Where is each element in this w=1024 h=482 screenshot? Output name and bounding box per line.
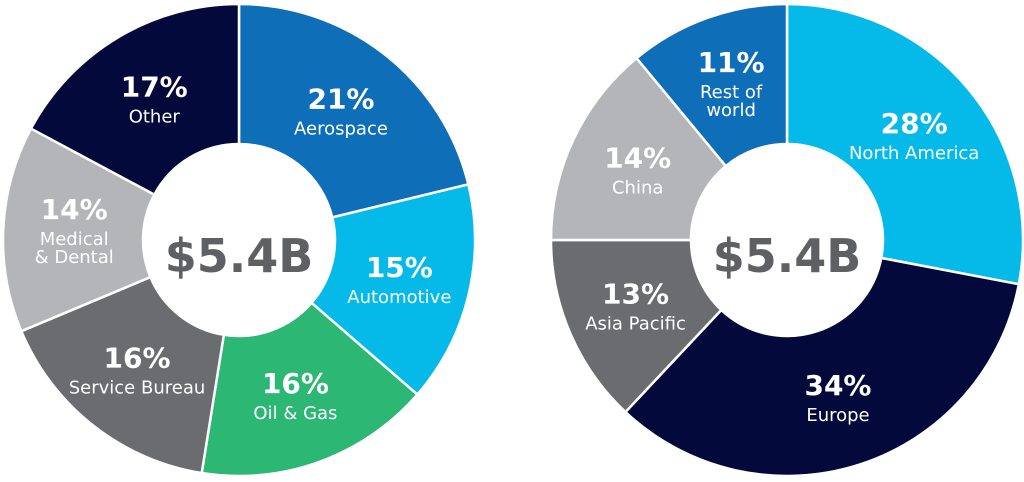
slice-percent-label: 34% xyxy=(804,369,871,402)
slice-category-label: Asia Pacific xyxy=(585,314,686,335)
slice-category-label: world xyxy=(706,100,756,121)
slice-percent-label: 16% xyxy=(262,367,329,400)
slice-percent-label: 15% xyxy=(366,251,433,284)
slice-2-1 xyxy=(785,2,1024,286)
slice-1-5 xyxy=(1,126,157,333)
slice-percent-label: 17% xyxy=(121,70,188,103)
slice-percent-label: 16% xyxy=(103,342,170,375)
slice-percent-label: 21% xyxy=(307,82,374,115)
slice-1-3 xyxy=(200,301,420,478)
slice-category-label: Medical xyxy=(40,229,109,250)
slice-percent-label: 14% xyxy=(41,193,108,226)
donut-center-total: $5.4B xyxy=(165,229,314,283)
slice-percent-label: 28% xyxy=(881,107,948,140)
donut-center-total: $5.4B xyxy=(713,229,862,283)
slice-category-label: Service Bureau xyxy=(69,378,206,399)
slice-category-label: & Dental xyxy=(35,247,114,268)
slice-2-3 xyxy=(549,238,724,414)
slice-1-2 xyxy=(309,182,477,397)
donut-chart-2: 28% North America 34% Europe 13% Asia Pacific… xyxy=(549,2,1024,478)
slice-2-4 xyxy=(549,56,728,242)
slice-percent-label: 14% xyxy=(604,142,671,175)
slice-category-label: Oil & Gas xyxy=(253,403,337,424)
slice-1-1 xyxy=(237,2,470,219)
slice-1-6 xyxy=(29,2,241,197)
slice-percent-label: 11% xyxy=(698,46,765,79)
slice-category-label: Rest of xyxy=(700,82,763,103)
slice-category-label: Automotive xyxy=(347,287,451,308)
slice-2-5 xyxy=(634,2,789,168)
slice-category-label: Europe xyxy=(806,405,869,426)
slice-category-label: North America xyxy=(849,143,979,164)
slice-category-label: Other xyxy=(129,106,181,127)
slice-1-4 xyxy=(19,275,226,475)
slice-percent-label: 13% xyxy=(602,278,669,311)
donut-chart-1: 21% Aerospace 15% Automotive 16% Oil & Gas 16%… xyxy=(1,2,477,478)
slice-category-label: Aerospace xyxy=(294,118,388,139)
slice-2-2 xyxy=(623,256,1021,478)
slice-category-label: China xyxy=(612,178,663,199)
